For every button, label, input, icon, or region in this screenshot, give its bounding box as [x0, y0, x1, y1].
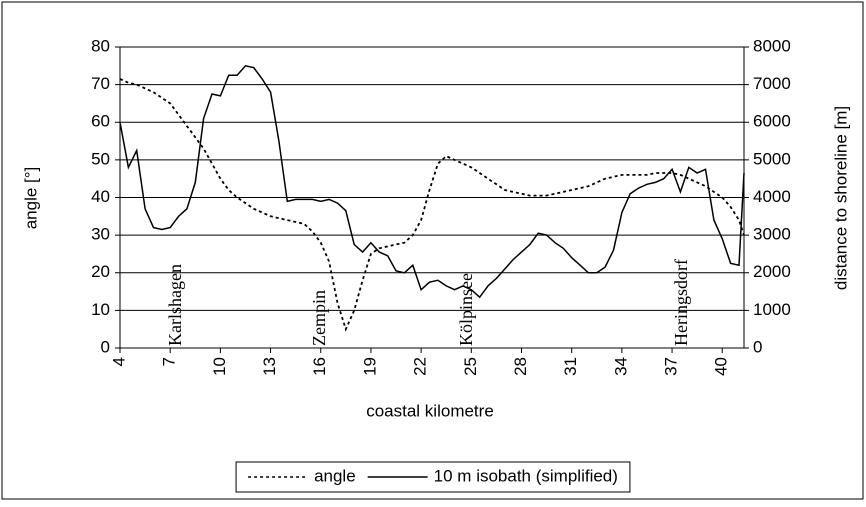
y-tick-label: 30: [91, 225, 110, 244]
y2-tick-label: 7000: [753, 74, 791, 93]
x-tick-label: 16: [310, 357, 329, 376]
x-tick-label: 28: [511, 357, 530, 376]
annotation: Karlshagen: [165, 264, 185, 346]
x-tick-label: 10: [210, 357, 229, 376]
series-line: [119, 64, 745, 299]
y-axis-title: angle [°]: [21, 167, 40, 230]
y-tick-label: 80: [91, 36, 110, 55]
y-tick-label: 70: [91, 74, 110, 93]
y2-tick-label: 4000: [753, 187, 791, 206]
x-tick-label: 37: [662, 357, 681, 376]
x-tick-label: 31: [561, 357, 580, 376]
x-axis-title: coastal kilometre: [366, 401, 494, 420]
legend-label: 10 m isobath (simplified): [434, 466, 618, 485]
x-tick-label: 7: [160, 357, 179, 366]
y2-tick-label: 2000: [753, 262, 791, 281]
x-tick-label: 22: [411, 357, 430, 376]
annotation: Heringsdorf: [671, 259, 691, 346]
legend: angle 10 m isobath (simplified): [235, 461, 631, 493]
y2-tick-label: 1000: [753, 300, 791, 319]
x-tick-label: 25: [461, 357, 480, 376]
x-tick-label: 13: [260, 357, 279, 376]
y-tick-label: 20: [91, 262, 110, 281]
y-tick-label: 50: [91, 149, 110, 168]
y2-axis-title: distance to shoreline [m]: [831, 106, 850, 290]
annotation: Zempin: [309, 290, 329, 346]
y-tick-label: 40: [91, 187, 110, 206]
x-tick-label: 40: [712, 357, 731, 376]
y-tick-label: 0: [101, 337, 110, 356]
y-tick-label: 10: [91, 300, 110, 319]
y2-tick-label: 3000: [753, 225, 791, 244]
legend-box: [235, 461, 631, 493]
y2-tick-label: 8000: [753, 36, 791, 55]
y2-tick-label: 6000: [753, 112, 791, 131]
annotation: Kölpinsee: [456, 273, 476, 346]
x-tick-label: 4: [109, 357, 128, 366]
x-tick-label: 34: [611, 357, 630, 376]
plot-area: [119, 46, 745, 349]
legend-label: angle: [314, 466, 356, 485]
y2-tick-label: 0: [753, 337, 762, 356]
y2-tick-label: 5000: [753, 149, 791, 168]
y-tick-label: 60: [91, 112, 110, 131]
x-tick-label: 19: [360, 357, 379, 376]
